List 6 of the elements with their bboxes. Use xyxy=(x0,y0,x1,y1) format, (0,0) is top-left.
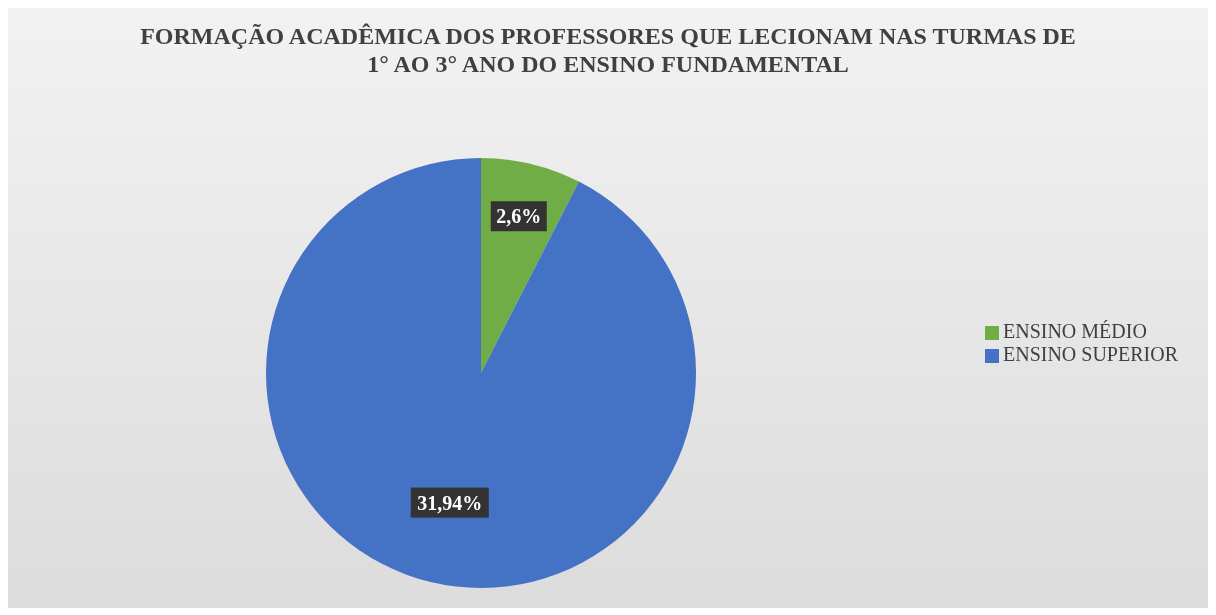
data-label: 31,94% xyxy=(417,491,483,514)
data-label: 2,6% xyxy=(496,205,542,228)
legend-label: ENSINO MÉDIO xyxy=(1002,320,1147,342)
legend-label: ENSINO SUPERIOR xyxy=(1002,343,1178,365)
pie-slice xyxy=(266,158,696,588)
chart-title: FORMAÇÃO ACADÊMICA DOS PROFESSORES QUE LECIONAM NAS TURMAS DE 1° AO 3° ANO DO ENSINO FUNDAMENTAL xyxy=(139,22,1077,78)
